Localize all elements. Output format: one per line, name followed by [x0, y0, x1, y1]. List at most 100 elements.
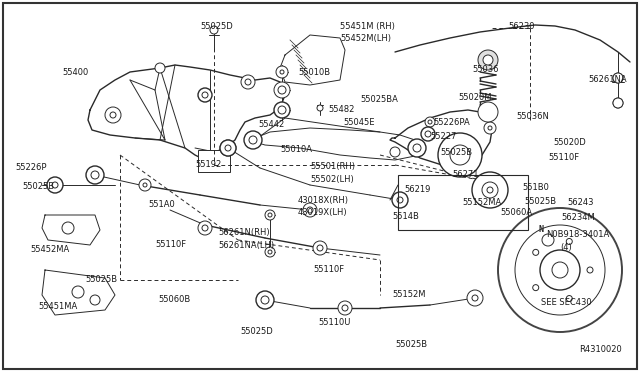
Circle shape	[265, 247, 275, 257]
Text: 55227: 55227	[430, 132, 456, 141]
Text: 5514B: 5514B	[392, 212, 419, 221]
Circle shape	[91, 171, 99, 179]
Text: 55152MA: 55152MA	[462, 198, 501, 207]
Text: 56261NA: 56261NA	[588, 75, 627, 84]
Text: N0B918-3401A: N0B918-3401A	[546, 230, 609, 239]
Text: 55025D: 55025D	[200, 22, 233, 31]
Circle shape	[249, 136, 257, 144]
Circle shape	[90, 295, 100, 305]
Text: 55036: 55036	[472, 65, 499, 74]
Circle shape	[261, 296, 269, 304]
Text: 55020D: 55020D	[553, 138, 586, 147]
Circle shape	[220, 140, 236, 156]
Circle shape	[256, 291, 274, 309]
Circle shape	[143, 183, 147, 187]
Circle shape	[438, 133, 482, 177]
Circle shape	[566, 238, 572, 244]
Text: 55110F: 55110F	[155, 240, 186, 249]
Circle shape	[613, 73, 623, 83]
Circle shape	[105, 107, 121, 123]
Circle shape	[392, 192, 408, 208]
Circle shape	[613, 98, 623, 108]
Text: 55192: 55192	[195, 160, 221, 169]
Circle shape	[425, 117, 435, 127]
Text: 55060B: 55060B	[158, 295, 190, 304]
Circle shape	[244, 131, 262, 149]
Circle shape	[276, 66, 288, 78]
Circle shape	[487, 187, 493, 193]
Bar	[398, 175, 528, 230]
Circle shape	[110, 112, 116, 118]
Circle shape	[155, 63, 165, 73]
Text: 55110U: 55110U	[318, 318, 350, 327]
Circle shape	[482, 182, 498, 198]
Circle shape	[265, 210, 275, 220]
Text: 55036N: 55036N	[516, 112, 549, 121]
Text: 55025B: 55025B	[85, 275, 117, 284]
Text: 55045E: 55045E	[343, 118, 374, 127]
Circle shape	[408, 139, 426, 157]
Text: 55010A: 55010A	[280, 145, 312, 154]
Circle shape	[220, 140, 236, 156]
Circle shape	[225, 145, 231, 151]
Text: 55025B: 55025B	[395, 340, 427, 349]
Circle shape	[62, 222, 74, 234]
Circle shape	[540, 250, 580, 290]
Text: 55451M (RH): 55451M (RH)	[340, 22, 395, 31]
Circle shape	[303, 203, 317, 217]
Circle shape	[307, 207, 313, 213]
Circle shape	[390, 147, 400, 157]
Circle shape	[532, 249, 539, 255]
Circle shape	[202, 92, 208, 98]
Text: 55452MA: 55452MA	[30, 245, 69, 254]
Text: 56230: 56230	[508, 22, 534, 31]
Circle shape	[278, 86, 286, 94]
Text: 55451MA: 55451MA	[38, 302, 77, 311]
Text: 43018X(RH): 43018X(RH)	[298, 196, 349, 205]
Text: 55110F: 55110F	[548, 153, 579, 162]
Circle shape	[413, 144, 421, 152]
Circle shape	[472, 172, 508, 208]
Text: 55025B: 55025B	[524, 197, 556, 206]
Circle shape	[450, 145, 470, 165]
Circle shape	[274, 82, 290, 98]
Text: 551A0: 551A0	[148, 200, 175, 209]
Circle shape	[338, 301, 352, 315]
Text: 56219: 56219	[404, 185, 430, 194]
Circle shape	[467, 290, 483, 306]
Circle shape	[268, 213, 272, 217]
Circle shape	[421, 127, 435, 141]
Text: 55025B: 55025B	[440, 148, 472, 157]
Circle shape	[72, 286, 84, 298]
Text: 55226P: 55226P	[15, 163, 47, 172]
Circle shape	[532, 285, 539, 291]
Text: 56261NA(LH): 56261NA(LH)	[218, 241, 274, 250]
Circle shape	[472, 295, 478, 301]
Circle shape	[198, 88, 212, 102]
Text: 55400: 55400	[62, 68, 88, 77]
Circle shape	[478, 102, 498, 122]
Circle shape	[245, 79, 251, 85]
Circle shape	[566, 295, 572, 302]
Text: 55501(RH): 55501(RH)	[310, 162, 355, 171]
Circle shape	[280, 70, 284, 74]
Text: R4310020: R4310020	[579, 345, 621, 354]
Circle shape	[313, 241, 327, 255]
Circle shape	[498, 208, 622, 332]
Circle shape	[478, 50, 498, 70]
Text: 55442: 55442	[258, 120, 284, 129]
Text: 43019X(LH): 43019X(LH)	[298, 208, 348, 217]
Circle shape	[52, 182, 58, 188]
Bar	[198, 150, 230, 172]
Circle shape	[613, 73, 623, 83]
Circle shape	[210, 26, 218, 34]
Circle shape	[613, 98, 623, 108]
Circle shape	[488, 126, 492, 130]
Circle shape	[268, 250, 272, 254]
Circle shape	[317, 245, 323, 251]
Circle shape	[225, 145, 231, 151]
Text: 55110F: 55110F	[313, 265, 344, 274]
Circle shape	[274, 102, 290, 118]
Text: 56261N(RH): 56261N(RH)	[218, 228, 269, 237]
Circle shape	[483, 55, 493, 65]
